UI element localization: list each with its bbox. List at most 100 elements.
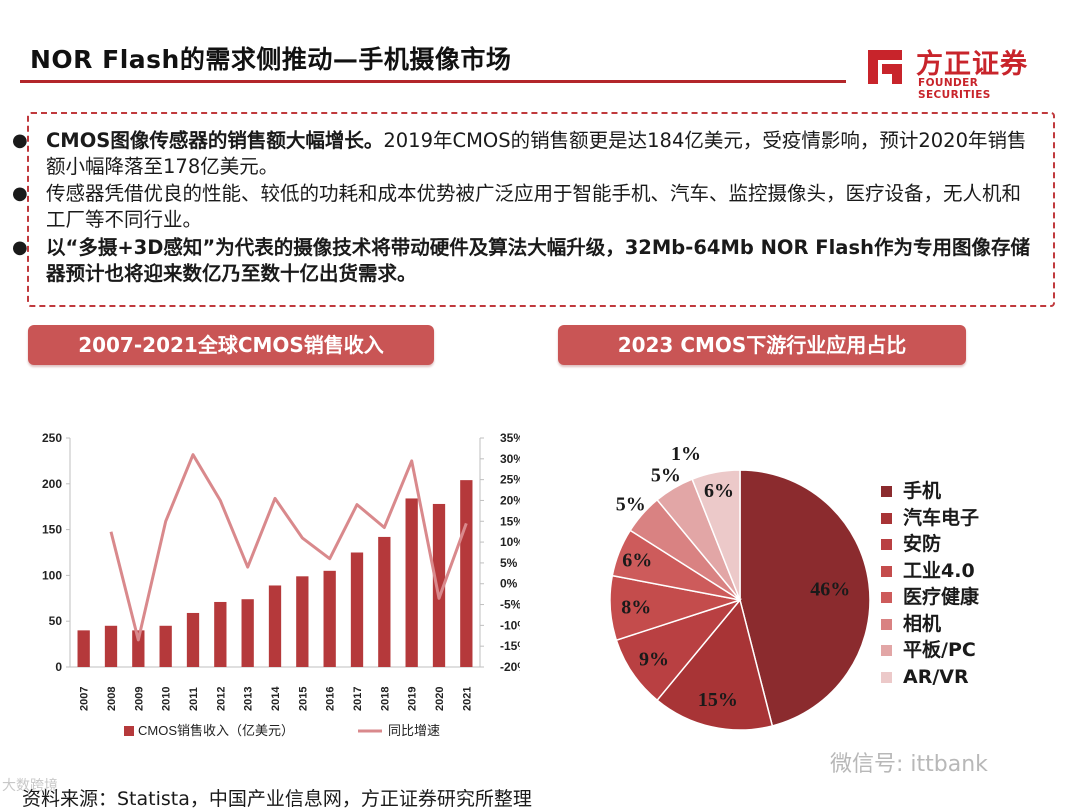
bar-2012 (214, 601, 227, 667)
pie-label: 46% (810, 579, 850, 601)
x-tick-label: 2014 (270, 686, 282, 711)
pie-legend-item: 安防 (881, 532, 942, 556)
y-tick-label-right: 35% (500, 431, 520, 445)
pie-legend-item: 工业4.0 (881, 559, 975, 583)
legend-swatch (881, 539, 892, 550)
bullet-1-bold: CMOS图像传感器的销售额大幅增长。 (46, 129, 384, 152)
x-tick-label: 2015 (297, 687, 309, 711)
bar-2018 (378, 536, 391, 667)
x-tick-label: 2008 (106, 687, 118, 711)
wechat-id: 微信号: ittbank (830, 752, 988, 777)
brand-logo: 方正证券 FOUNDER SECURITIES (862, 44, 1052, 101)
pie-label: 6% (622, 549, 652, 571)
legend-swatch (881, 512, 892, 524)
y-tick-label-left: 150 (42, 523, 62, 537)
legend-swatch (881, 592, 892, 603)
pie-label: 5% (651, 465, 681, 487)
pie-legend-item: 相机 (881, 612, 942, 636)
y-tick-label-left: 50 (49, 614, 63, 628)
pie-label: 6% (704, 480, 734, 502)
bullet-1-text: 2019年CMOS的销售额更是达184亿美元，受疫情影响，预计2020年销售额小… (46, 129, 1027, 178)
x-tick-label: 2019 (407, 687, 419, 711)
y-tick-label-right: 20% (500, 493, 520, 507)
section-title-right: 2023 CMOS下游行业应用占比 (558, 325, 966, 365)
cmos-revenue-chart: 0 50 100 150 200 250 -20% -15% -10% -5% 0% 5% 10% 15%… (42, 431, 520, 738)
y-tick-label-right: -20% (500, 660, 520, 674)
y-tick-label-right: -15% (500, 639, 520, 653)
bar-2016 (323, 570, 336, 667)
bullet-3-bold: 以“多摄+3D感知”为代表的摄像技术将带动硬件及算法大幅升级，32Mb-64Mb… (46, 236, 1030, 285)
bar-2008 (104, 625, 118, 667)
bullet-2-text: 传感器凭借优良的性能、较低的功耗和成本优势被广泛应用于智能手机、汽车、监控摄像头… (46, 182, 1022, 231)
x-tick-label: 2007 (79, 687, 91, 711)
legend-label: 手机 (903, 480, 942, 502)
legend-label: 医疗健康 (903, 586, 980, 608)
section-title-left: 2007-2021全球CMOS销售收入 (28, 325, 434, 365)
pie-legend-item: 医疗健康 (881, 585, 980, 609)
x-tick-label: 2016 (325, 687, 337, 711)
y-tick-label-left: 200 (42, 477, 62, 491)
legend-swatch-bar (124, 726, 134, 736)
pie-slice-汽车电子 (656, 598, 774, 731)
y-tick-label-right: 0% (500, 577, 518, 591)
pie-label: 9% (639, 648, 669, 670)
x-tick-label: 2020 (434, 687, 446, 711)
pie-legend-item: 手机 (881, 479, 942, 503)
bar-2014 (268, 585, 282, 667)
source-note: 资料来源：Statista，中国产业信息网，方正证券研究所整理 (22, 788, 532, 810)
legend-swatch (881, 565, 892, 577)
bar-2009 (132, 630, 145, 667)
legend-label-line: 同比增速 (388, 723, 440, 738)
bar-2013 (241, 599, 254, 667)
cmos-application-pie-chart: 46%15%9%8%6%5%5%6%1% (609, 443, 871, 731)
pie-label: 15% (698, 689, 738, 711)
pie-legend-item: 平板/PC (881, 638, 976, 662)
y-tick-label-right: 30% (500, 452, 520, 466)
x-tick-label: 2010 (161, 687, 173, 711)
bar-2011 (186, 612, 200, 667)
legend-label: 工业4.0 (903, 559, 975, 582)
legend-swatch (881, 618, 892, 630)
y-tick-label-right: 25% (500, 473, 520, 487)
legend-label: 汽车电子 (903, 506, 980, 529)
y-tick-label-right: -10% (500, 618, 520, 632)
pie-legend-item: 汽车电子 (881, 506, 980, 530)
legend-label: 平板/PC (903, 639, 976, 661)
x-tick-label: 2017 (352, 687, 364, 711)
legend-swatch (881, 486, 892, 497)
bullet-dot-icon: ● (12, 183, 28, 204)
x-tick-label: 2021 (461, 687, 473, 711)
pie-label: 5% (616, 494, 646, 516)
x-tick-label: 2018 (379, 687, 391, 711)
pie-label: 8% (621, 597, 651, 619)
growth-line (109, 453, 468, 642)
y-tick-label-right: 5% (500, 556, 518, 570)
x-tick-label: 2013 (243, 687, 255, 711)
pie-slice-手机 (739, 469, 871, 727)
pie-legend-item: AR/VR (881, 665, 969, 689)
legend-label: 安防 (903, 533, 942, 555)
legend-label: 相机 (903, 612, 942, 635)
y-tick-label-left: 0 (55, 660, 62, 674)
legend-label-bar: CMOS销售收入（亿美元） (138, 723, 294, 738)
bar-2010 (159, 625, 172, 667)
x-tick-label: 2012 (215, 687, 227, 711)
bar-2015 (296, 576, 309, 667)
title-divider (20, 80, 846, 83)
founder-logo-icon (868, 50, 902, 84)
logo-text-en: FOUNDER SECURITIES (918, 77, 991, 101)
y-tick-label-right: 10% (500, 535, 520, 549)
bar-2007 (77, 630, 90, 667)
bullet-3: ● 以“多摄+3D感知”为代表的摄像技术将带动硬件及算法大幅升级，32Mb-64… (12, 235, 1036, 287)
y-tick-label-right: 15% (500, 514, 520, 528)
y-tick-label-right: -5% (500, 598, 520, 612)
legend-swatch (881, 645, 892, 656)
bar-2017 (350, 552, 364, 667)
x-tick-label: 2009 (133, 687, 145, 711)
legend-label: AR/VR (903, 665, 969, 688)
watermark-text: 大数跨境 (2, 778, 58, 794)
bullet-dot-icon: ● (12, 130, 28, 151)
y-tick-label-left: 100 (42, 568, 62, 582)
bar-2020 (432, 503, 446, 667)
summary-box (27, 112, 1055, 307)
